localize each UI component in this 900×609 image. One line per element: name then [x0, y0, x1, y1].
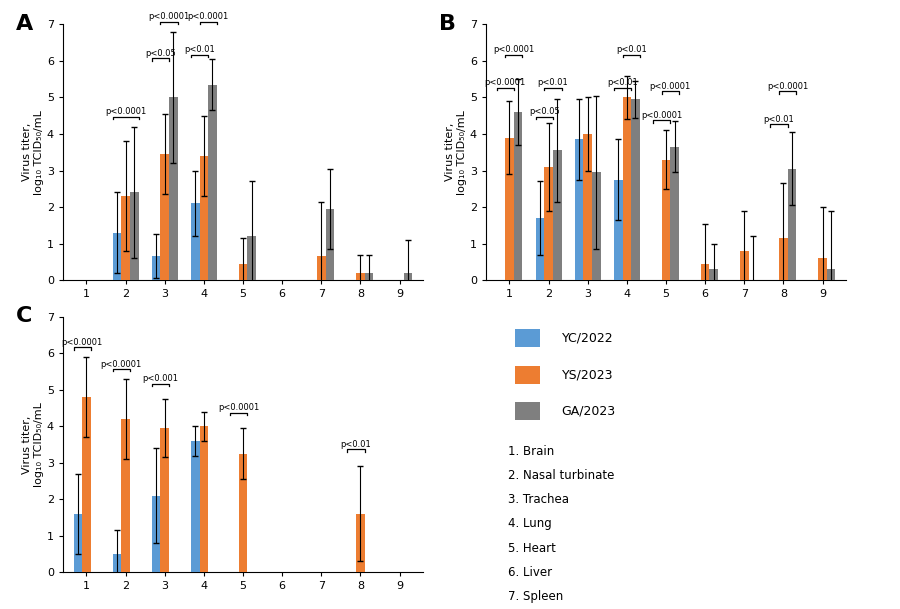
Bar	[536, 218, 544, 280]
Text: p<0.01: p<0.01	[616, 45, 646, 54]
Bar	[788, 169, 796, 280]
Bar	[191, 203, 200, 280]
Bar	[544, 167, 553, 280]
Text: A: A	[16, 14, 33, 34]
Text: p<0.0001: p<0.0001	[484, 78, 526, 87]
Text: GA/2023: GA/2023	[562, 404, 616, 418]
Bar	[74, 514, 82, 572]
Text: p<0.001: p<0.001	[142, 374, 178, 383]
Bar	[614, 180, 623, 280]
Bar	[356, 514, 365, 572]
Bar	[208, 85, 217, 280]
Bar	[364, 273, 373, 280]
Bar	[200, 156, 208, 280]
Text: p<0.0001: p<0.0001	[187, 12, 229, 21]
Bar	[515, 402, 540, 420]
Bar	[631, 99, 640, 280]
Bar	[122, 419, 130, 572]
Text: p<0.0001: p<0.0001	[101, 359, 142, 368]
Bar	[238, 454, 248, 572]
Bar	[827, 269, 835, 280]
Text: 1. Brain: 1. Brain	[508, 445, 554, 457]
Text: p<0.05: p<0.05	[145, 49, 176, 58]
Bar	[152, 256, 160, 280]
Bar	[592, 172, 600, 280]
Text: p<0.0001: p<0.0001	[61, 337, 103, 347]
Bar	[326, 209, 334, 280]
Text: YC/2022: YC/2022	[562, 332, 613, 345]
Bar	[112, 233, 122, 280]
Bar	[122, 196, 130, 280]
Y-axis label: Virus titer,
log₁₀ TCID₅₀/mL: Virus titer, log₁₀ TCID₅₀/mL	[22, 402, 44, 487]
Text: 4. Lung: 4. Lung	[508, 518, 552, 530]
Bar	[514, 112, 522, 280]
Text: 6. Liver: 6. Liver	[508, 566, 552, 579]
Text: p<0.05: p<0.05	[529, 107, 560, 116]
Bar	[160, 154, 169, 280]
Y-axis label: Virus titer,
log₁₀ TCID₅₀/mL: Virus titer, log₁₀ TCID₅₀/mL	[446, 110, 467, 195]
Bar	[191, 441, 200, 572]
Bar	[701, 264, 709, 280]
Text: 5. Heart: 5. Heart	[508, 542, 555, 555]
Bar	[515, 366, 540, 384]
Bar	[583, 134, 592, 280]
Bar	[404, 273, 412, 280]
Text: p<0.0001: p<0.0001	[105, 107, 146, 116]
Bar	[818, 258, 827, 280]
Bar	[553, 150, 562, 280]
Text: p<0.01: p<0.01	[608, 78, 638, 87]
Text: p<0.01: p<0.01	[764, 114, 795, 124]
Bar	[515, 329, 540, 347]
Text: p<0.01: p<0.01	[341, 440, 372, 449]
Bar	[623, 97, 631, 280]
Bar	[662, 160, 670, 280]
Text: p<0.0001: p<0.0001	[218, 403, 259, 412]
Bar	[670, 147, 679, 280]
Bar	[740, 251, 749, 280]
Bar	[169, 97, 177, 280]
Bar	[505, 138, 514, 280]
Bar	[779, 238, 788, 280]
Bar	[317, 256, 326, 280]
Y-axis label: Virus titer,
log₁₀ TCID₅₀/mL: Virus titer, log₁₀ TCID₅₀/mL	[22, 110, 44, 195]
Text: 7. Spleen: 7. Spleen	[508, 590, 562, 604]
Bar	[200, 426, 208, 572]
Text: YS/2023: YS/2023	[562, 368, 613, 381]
Text: p<0.01: p<0.01	[184, 45, 215, 54]
Text: p<0.0001: p<0.0001	[650, 82, 691, 91]
Text: 2. Nasal turbinate: 2. Nasal turbinate	[508, 469, 614, 482]
Bar	[709, 269, 718, 280]
Text: p<0.0001: p<0.0001	[767, 82, 808, 91]
Text: 3. Trachea: 3. Trachea	[508, 493, 569, 506]
Text: p<0.0001: p<0.0001	[641, 111, 682, 120]
Text: p<0.01: p<0.01	[537, 78, 568, 87]
Bar	[82, 397, 91, 572]
Bar	[248, 236, 256, 280]
Text: B: B	[439, 14, 456, 34]
Bar	[152, 496, 160, 572]
Bar	[356, 273, 365, 280]
Bar	[160, 428, 169, 572]
Bar	[575, 139, 583, 280]
Text: p<0.0001: p<0.0001	[493, 45, 535, 54]
Bar	[130, 192, 139, 280]
Bar	[238, 264, 248, 280]
Bar	[112, 554, 122, 572]
Text: p<0.0001: p<0.0001	[148, 12, 190, 21]
Text: C: C	[16, 306, 32, 326]
